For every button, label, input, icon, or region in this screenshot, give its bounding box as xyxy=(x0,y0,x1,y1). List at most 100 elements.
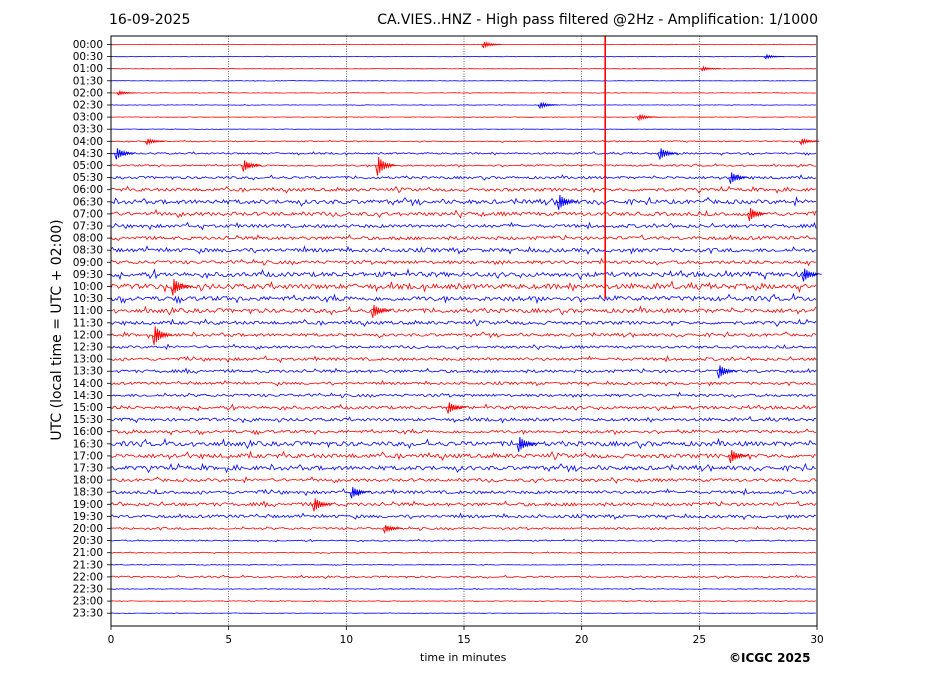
trace-row-14:00 xyxy=(110,379,817,387)
y-tick-label: 02:30 xyxy=(73,100,103,112)
x-tick-label: 20 xyxy=(575,634,588,646)
trace-row-17:00 xyxy=(110,450,817,461)
trace-row-08:00 xyxy=(110,234,817,241)
y-tick-label: 11:00 xyxy=(73,305,103,317)
y-tick-label: 20:00 xyxy=(73,523,103,535)
event-24 xyxy=(349,487,370,499)
y-tick-label: 18:00 xyxy=(73,475,103,487)
y-tick-label: 14:30 xyxy=(73,390,103,402)
trace-row-09:30 xyxy=(110,268,817,281)
y-tick-label: 13:00 xyxy=(73,354,103,366)
trace-row-20:30 xyxy=(110,538,817,543)
y-axis: 00:0000:3001:0001:3002:0002:3003:0003:30… xyxy=(73,39,111,620)
trace-row-14:30 xyxy=(110,391,817,399)
x-axis: 0 5 10 15 20 25 30 xyxy=(108,626,824,646)
event-9 xyxy=(113,148,135,160)
y-tick-label: 22:30 xyxy=(73,584,103,596)
y-tick-label: 14:00 xyxy=(73,378,103,390)
trace-row-17:30 xyxy=(110,462,817,474)
y-tick-label: 16:30 xyxy=(73,438,103,450)
trace-row-15:30 xyxy=(110,415,817,424)
event-16 xyxy=(801,268,822,282)
trace-row-08:30 xyxy=(110,245,817,255)
y-tick-label: 00:00 xyxy=(73,39,103,51)
y-tick-label: 07:00 xyxy=(73,208,103,220)
event-7 xyxy=(144,137,166,146)
trace-row-10:30 xyxy=(110,292,817,305)
y-tick-label: 09:00 xyxy=(73,257,103,269)
event-8 xyxy=(798,137,820,146)
y-tick-label: 01:30 xyxy=(73,75,103,87)
trace-row-09:00 xyxy=(110,257,817,267)
trace-row-10:00 xyxy=(110,280,817,294)
trace-row-02:30 xyxy=(110,104,817,106)
y-tick-label: 23:30 xyxy=(73,608,103,620)
event-18 xyxy=(370,304,391,318)
y-tick-label: 01:00 xyxy=(73,63,103,75)
y-tick-label: 12:30 xyxy=(73,342,103,354)
trace-row-13:00 xyxy=(110,355,817,363)
x-tick-label: 10 xyxy=(340,634,353,646)
trace-row-03:00 xyxy=(111,116,817,118)
y-tick-label: 21:00 xyxy=(73,547,103,559)
plot-title: CA.VIES..HNZ - High pass filtered @2Hz -… xyxy=(377,12,818,28)
plot-date: 16-09-2025 xyxy=(109,12,191,28)
trace-row-05:00 xyxy=(110,163,817,168)
trace-row-04:00 xyxy=(110,139,817,143)
y-tick-label: 06:00 xyxy=(73,184,103,196)
event-6 xyxy=(636,113,657,122)
y-tick-label: 05:30 xyxy=(73,172,103,184)
y-tick-label: 13:30 xyxy=(73,366,103,378)
trace-row-06:30 xyxy=(110,196,817,207)
event-23 xyxy=(728,449,749,464)
y-tick-label: 07:30 xyxy=(73,221,103,233)
trace-row-22:30 xyxy=(110,587,816,591)
x-tick-label: 15 xyxy=(457,634,470,646)
trace-row-13:30 xyxy=(110,367,817,375)
trace-row-20:00 xyxy=(110,525,817,531)
y-tick-label: 03:00 xyxy=(73,112,103,124)
event-17 xyxy=(170,278,192,296)
seismic-events xyxy=(113,36,822,534)
y-tick-label: 12:00 xyxy=(73,329,103,341)
y-tick-label: 08:30 xyxy=(73,245,103,257)
y-tick-label: 10:00 xyxy=(73,281,103,293)
trace-row-19:00 xyxy=(110,500,817,508)
y-tick-label: 11:30 xyxy=(73,317,103,329)
trace-row-00:00 xyxy=(110,43,817,46)
y-tick-label: 04:00 xyxy=(73,136,103,148)
y-tick-label: 00:30 xyxy=(73,51,103,63)
y-tick-label: 08:00 xyxy=(73,233,103,245)
y-tick-label: 20:30 xyxy=(73,535,103,547)
trace-row-07:30 xyxy=(110,221,817,231)
trace-row-23:00 xyxy=(110,600,817,603)
event-20 xyxy=(716,365,737,379)
event-15 xyxy=(747,207,768,222)
y-tick-label: 03:30 xyxy=(73,124,103,136)
y-tick-label: 17:00 xyxy=(73,450,103,462)
event-5 xyxy=(537,101,559,110)
trace-row-18:00 xyxy=(110,476,817,484)
event-11 xyxy=(241,160,262,172)
trace-row-03:30 xyxy=(110,128,817,131)
event-3 xyxy=(700,65,721,72)
event-26 xyxy=(382,525,403,534)
y-tick-label: 23:00 xyxy=(73,596,103,608)
trace-row-12:00 xyxy=(110,331,817,339)
trace-row-19:30 xyxy=(110,512,817,521)
trace-row-22:00 xyxy=(110,574,817,579)
event-10 xyxy=(657,148,679,160)
trace-row-11:00 xyxy=(110,305,817,316)
seismic-traces xyxy=(110,43,817,615)
copyright-text: ©ICGC 2025 xyxy=(729,651,811,665)
y-tick-label: 22:00 xyxy=(73,571,103,583)
y-tick-label: 17:30 xyxy=(73,463,103,475)
y-tick-label: 18:30 xyxy=(73,487,103,499)
event-22 xyxy=(516,436,537,452)
trace-row-21:30 xyxy=(110,563,817,566)
x-axis-label: time in minutes xyxy=(420,651,507,664)
x-tick-label: 0 xyxy=(108,634,115,646)
x-tick-label: 25 xyxy=(693,634,706,646)
x-tick-label: 5 xyxy=(225,634,232,646)
trace-row-05:30 xyxy=(110,174,817,181)
